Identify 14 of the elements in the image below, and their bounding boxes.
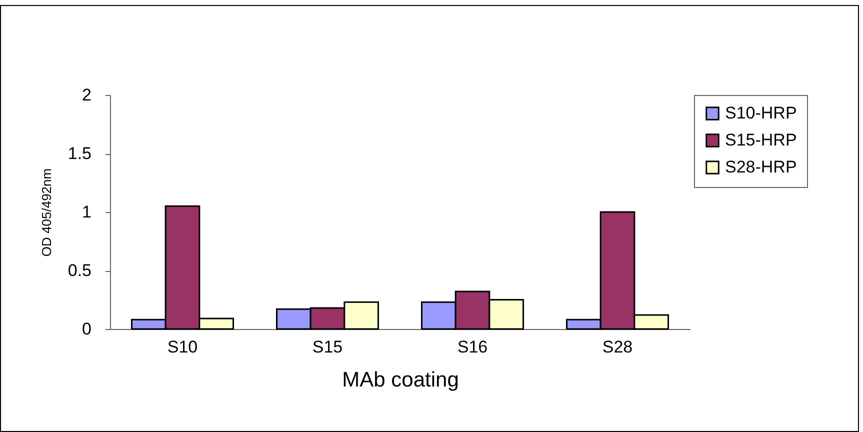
y-axis-title: OD 405/492nm: [38, 168, 54, 257]
x-tick-label: S16: [457, 338, 488, 356]
y-tick-label: 2: [82, 86, 92, 104]
x-axis-title: MAb coating: [342, 368, 459, 392]
y-tick-label: 0: [82, 320, 92, 338]
legend-label: S15-HRP: [725, 130, 797, 150]
x-tick-label: S15: [312, 338, 343, 356]
y-tick-label: 1: [82, 202, 92, 222]
x-tick-label: S28: [602, 338, 633, 356]
x-tick-label: S10: [167, 338, 198, 356]
legend-label: S10-HRP: [725, 104, 797, 122]
y-tick-label: 0.5: [68, 261, 92, 280]
y-tick-label: 1.5: [68, 144, 92, 163]
legend-label: S28-HRP: [725, 158, 797, 176]
